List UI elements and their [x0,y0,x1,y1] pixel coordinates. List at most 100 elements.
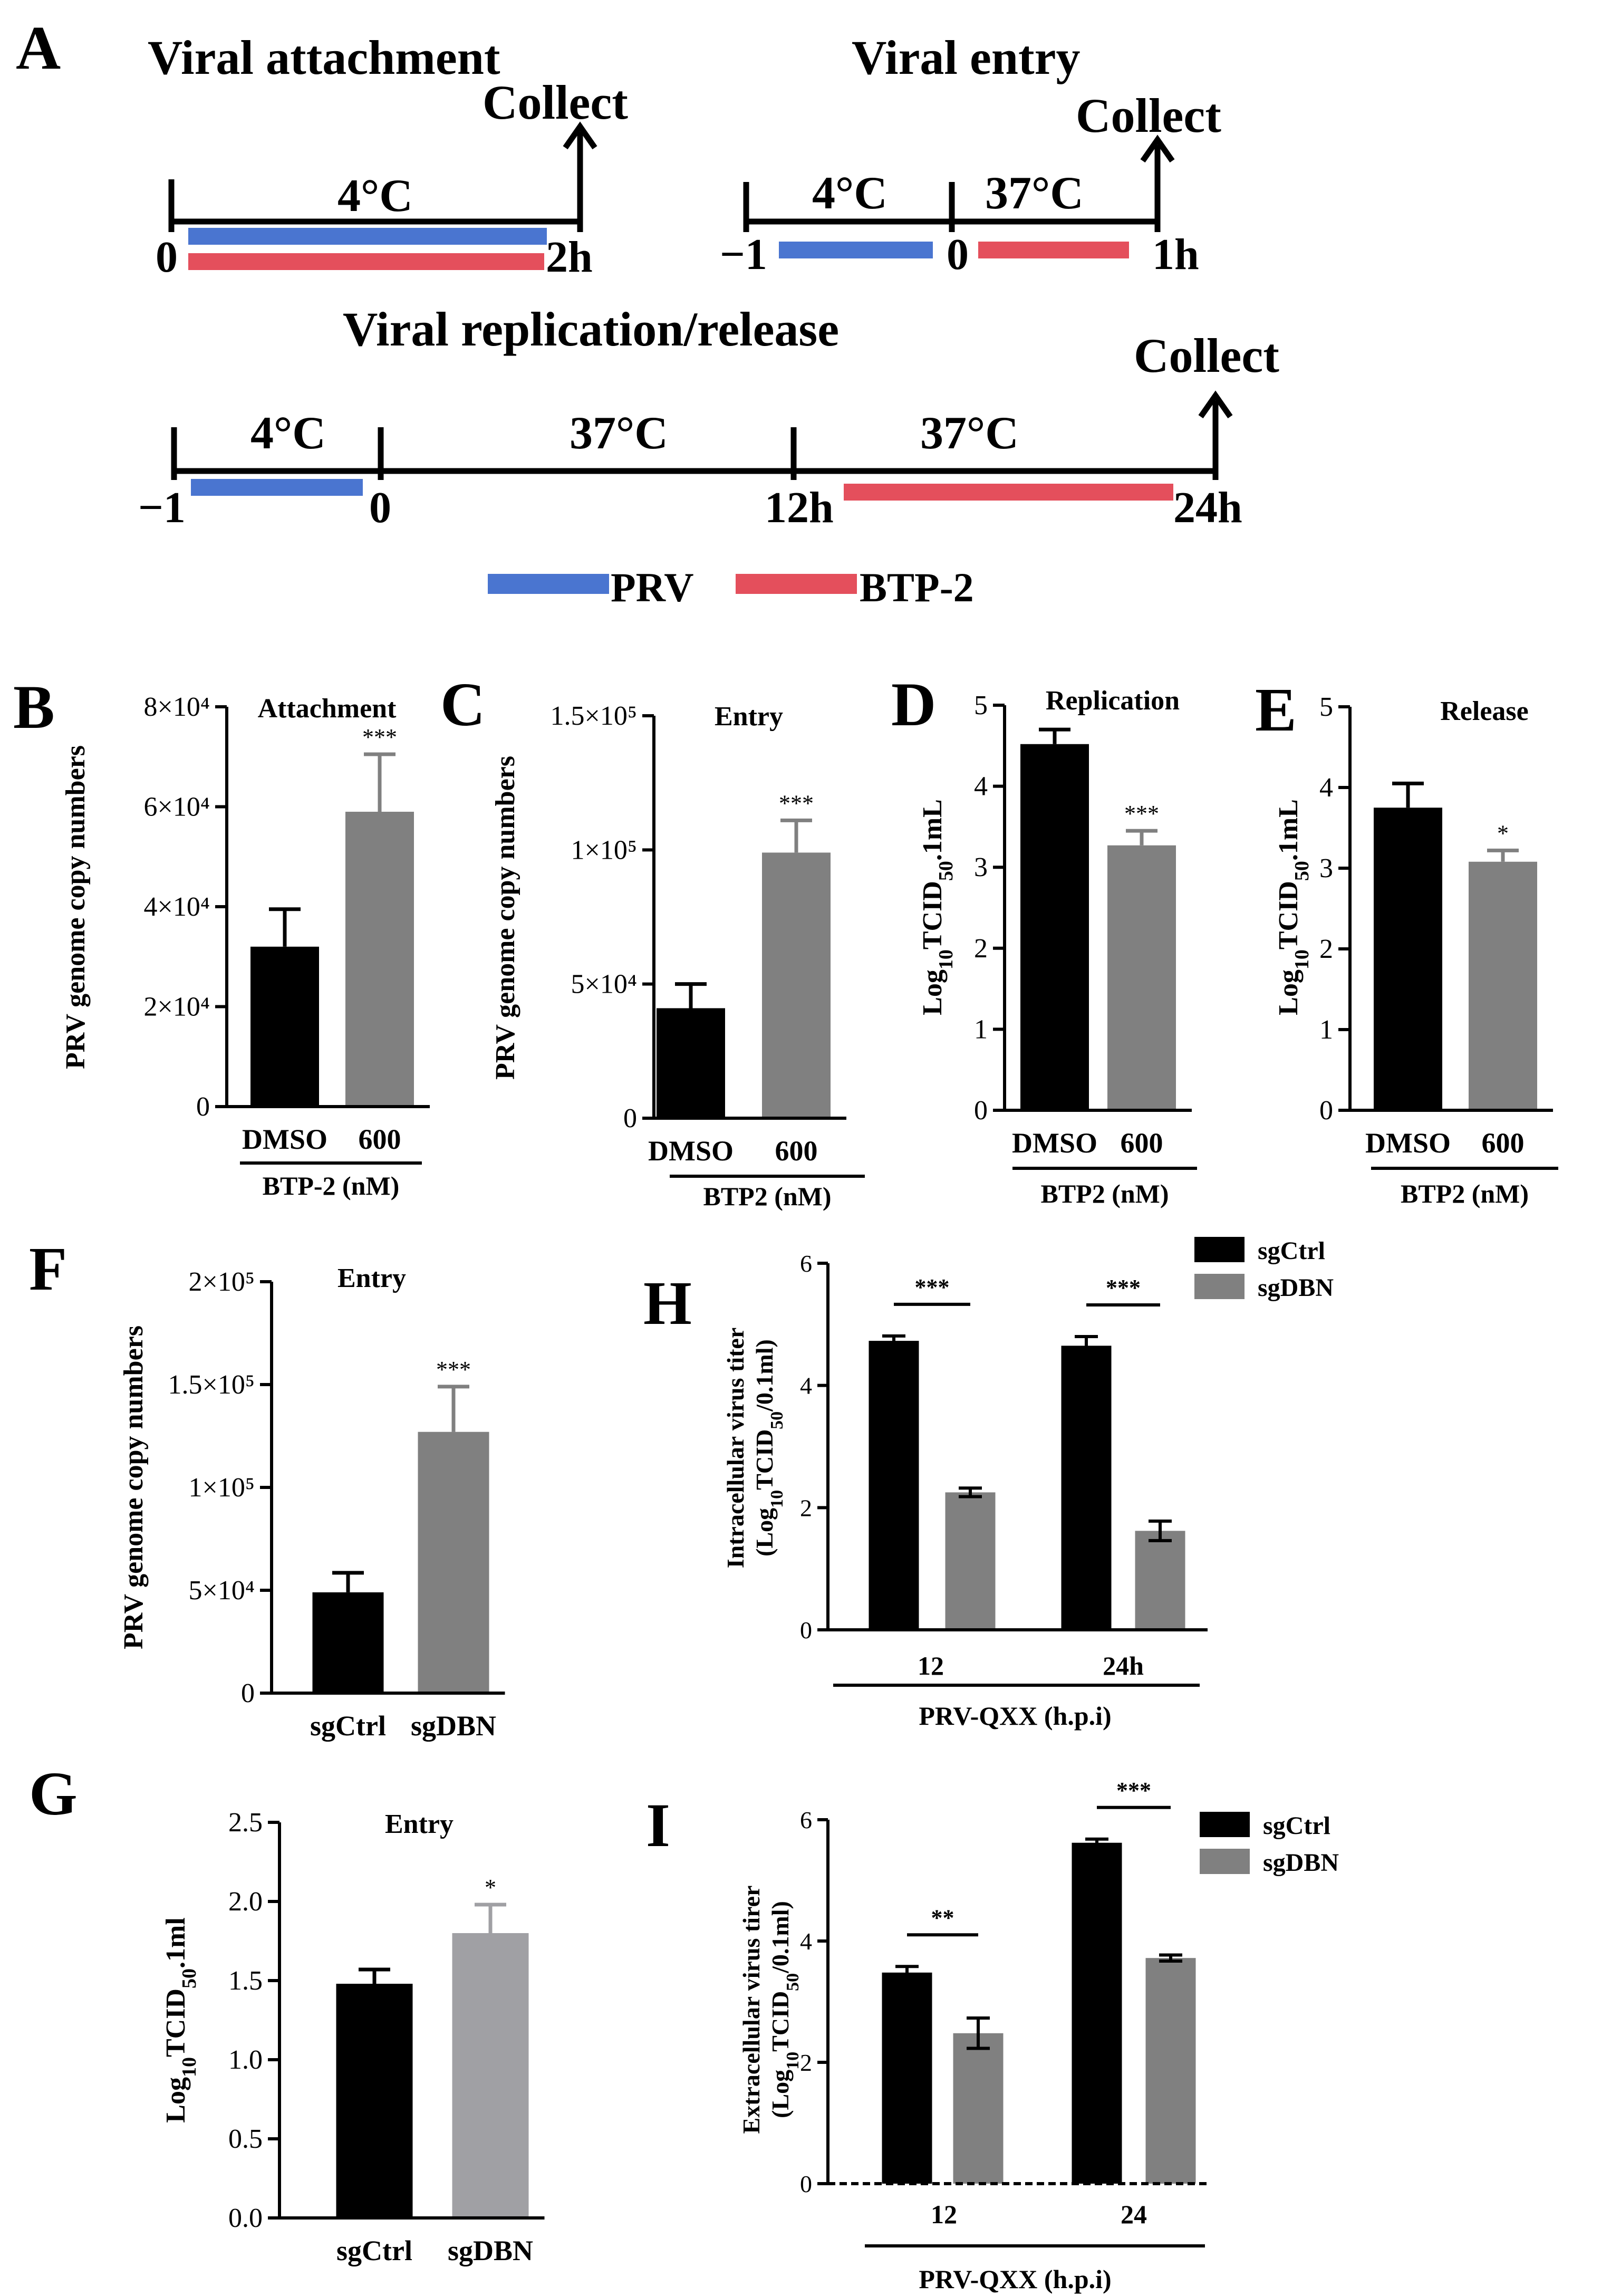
chart-d-ytick-label-4: 4 [974,772,988,802]
chart-d-ytick-label-1: 1 [974,1014,988,1044]
chart-h-bar-sgdbn-1 [1135,1531,1185,1630]
chart-f-ytick-label-1: 5×10⁴ [189,1576,255,1606]
chart-d-ytick-label-3: 3 [974,852,988,882]
chart-d-y-label: Log10TCID50.1mL [918,799,957,1015]
entry-arrowhead [1140,135,1175,163]
chart-h-ytick-label-3: 6 [800,1250,812,1277]
chart-i-y-label-1: Extracellular virus tirer [738,1886,765,2134]
panel-letter-f: F [29,1234,67,1303]
replication-t2: 12h [765,483,834,532]
chart-d-bar-600 [1107,845,1176,1110]
replication-t1: 0 [369,483,391,532]
attachment-temp: 4°C [337,170,413,222]
chart-c-title: Entry [715,702,783,732]
chart-f-entry: sgCtrl *** sgDBN 0 5×10⁴ 1×10⁵ 1.5×10⁵ 2×10⁵ Ent… [119,1263,505,1742]
chart-d-category-0: DMSO [1012,1127,1097,1159]
chart-e-category-0: DMSO [1365,1127,1451,1159]
chart-g-y-label: Log10TCID50.1ml [161,1917,200,2122]
chart-i-bar-sgctrl-1 [1072,1842,1122,2184]
chart-h-category-1: 24h [1103,1651,1144,1680]
chart-h-significance-0: *** [915,1274,950,1300]
chart-i-significance-0: ** [931,1905,954,1930]
chart-e-release: DMSO * 600 0 1 2 3 4 5 Release Log10TCID50.1mL BTP2… [1274,692,1558,1208]
chart-b-category-0: DMSO [242,1123,327,1155]
chart-g-entry: sgCtrl * sgDBN 0.0 0.5 1.0 1.5 2.0 2.5 Entry Log10… [161,1808,545,2266]
chart-i-legend-label-sgdbn: sgDBN [1263,1849,1339,1877]
chart-g-ytick-label-3: 1.5 [228,1966,263,1996]
replication-temp-2: 37°C [570,408,668,459]
chart-i-ytick-label-3: 6 [800,1807,812,1833]
chart-d-bar-dmso [1020,744,1089,1110]
chart-i-group-label: PRV-QXX (h.p.i) [919,2264,1111,2294]
chart-e-ytick-label-3: 3 [1319,853,1333,883]
chart-d-significance-1: *** [1124,801,1159,827]
entry-btp-bar [978,242,1129,258]
chart-c-bar-dmso [657,1008,725,1118]
chart-c-group-label: BTP2 (nM) [703,1181,831,1211]
chart-h-bar-sgctrl-1 [1061,1346,1112,1630]
replication-prv-bar [191,479,363,496]
chart-g-significance-1: * [485,1875,496,1900]
replication-schedule: Viral replication/release Collect 4°C 37… [138,302,1279,532]
chart-i-category-1: 24 [1121,2199,1147,2229]
chart-b-title: Attachment [258,694,397,724]
chart-i-bar-sgdbn-0 [953,2033,1004,2184]
entry-title: Viral entry [852,31,1080,84]
chart-h-bar-sgdbn-0 [945,1492,996,1630]
chart-e-bar-600 [1469,861,1537,1110]
chart-e-y-label: Log10TCID50.1mL [1274,799,1313,1015]
chart-i-category-0: 12 [931,2199,957,2229]
chart-d-ytick-label-0: 0 [974,1096,988,1126]
chart-g-title: Entry [385,1809,454,1839]
chart-c-entry: DMSO *** 600 0 5×10⁴ 1×10⁵ 1.5×10⁵ Entry PRV gen… [490,701,865,1211]
panel-letter-b: B [13,673,55,742]
replication-temp-3: 37°C [920,408,1019,459]
chart-c-ytick-label-2: 1×10⁵ [571,835,637,865]
chart-d-title: Replication [1046,686,1180,716]
panel-letter-e: E [1255,675,1297,744]
attachment-start: 0 [156,233,178,282]
chart-i-ytick-label-1: 2 [800,2049,812,2076]
panel-letter-a: A [16,13,61,82]
chart-h-ytick-label-1: 2 [800,1494,812,1521]
entry-end: 1h [1152,230,1199,279]
attachment-btp-bar [188,253,544,270]
chart-i-y-label-2: (Log10TCID50/0.1ml) [767,1901,803,2118]
chart-i-ytick-label-0: 0 [800,2170,812,2197]
panel-letter-i: I [646,1791,670,1860]
chart-g-ytick-label-2: 1.0 [228,2045,263,2075]
chart-i-legend-label-sgctrl: sgCtrl [1263,1812,1330,1840]
chart-f-y-label: PRV genome copy numbers [119,1325,149,1649]
chart-g-ytick-label-4: 2.0 [228,1887,263,1917]
replication-title: Viral replication/release [343,302,839,356]
attachment-arrowhead [563,121,597,150]
chart-b-ytick-label-2: 4×10⁴ [144,892,210,922]
chart-i-bar-sgdbn-1 [1145,1958,1196,2184]
chart-g-category-0: sgCtrl [336,2235,412,2266]
legend-prv-swatch [488,574,609,594]
chart-b-ytick-label-0: 0 [196,1092,210,1122]
replication-temp-1: 4°C [250,408,326,459]
legend-btp-label: BTP-2 [860,564,974,610]
chart-e-ytick-label-2: 2 [1319,934,1333,964]
replication-btp-bar [844,484,1173,501]
chart-e-ytick-label-1: 1 [1319,1015,1333,1045]
chart-h-legend-label-sgctrl: sgCtrl [1258,1237,1325,1265]
chart-e-title: Release [1440,696,1528,726]
chart-i-legend-swatch-sgdbn [1200,1849,1250,1874]
chart-b-category-1: 600 [359,1123,401,1155]
chart-d-category-1: 600 [1121,1127,1163,1159]
chart-d-ytick-label-2: 2 [974,934,988,964]
chart-f-ytick-label-2: 1×10⁵ [189,1473,255,1503]
chart-h-group-label: PRV-QXX (h.p.i) [919,1701,1111,1731]
entry-temp-1: 4°C [812,168,888,219]
chart-b-y-label: PRV genome copy numbers [61,745,91,1069]
chart-h-legend-swatch-sgctrl [1194,1237,1245,1262]
chart-g-ytick-label-0: 0.0 [228,2203,263,2233]
panel-letter-d: D [891,670,936,739]
chart-f-category-1: sgDBN [411,1710,496,1742]
chart-b-group-label: BTP-2 (nM) [263,1171,400,1200]
panel-a-schedule: A Viral attachment Collect 4°C 0 2h Vira… [16,13,1279,610]
